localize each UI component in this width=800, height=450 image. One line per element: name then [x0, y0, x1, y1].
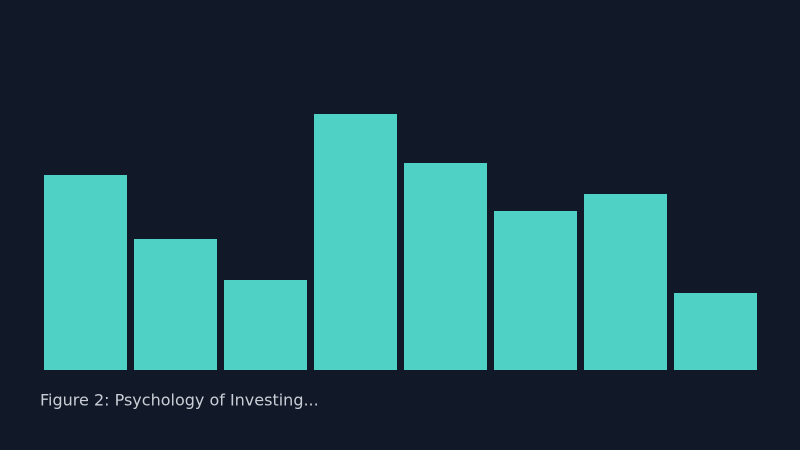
bar	[674, 293, 757, 370]
bar	[224, 280, 307, 370]
bar	[314, 114, 397, 370]
bar	[134, 239, 217, 370]
bar	[404, 163, 487, 370]
bar	[44, 175, 127, 370]
bar	[584, 194, 667, 370]
bar	[494, 211, 577, 370]
figure-caption: Figure 2: Psychology of Investing...	[40, 391, 319, 410]
